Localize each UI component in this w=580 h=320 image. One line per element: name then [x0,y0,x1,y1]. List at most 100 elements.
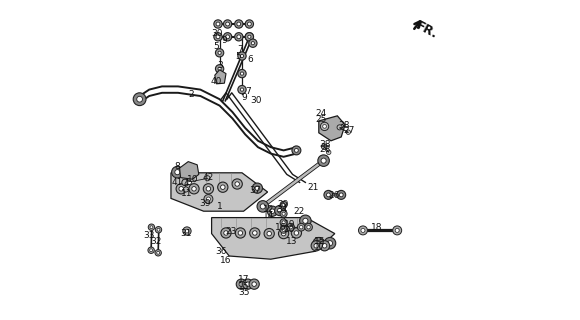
Circle shape [148,224,155,230]
Circle shape [236,279,246,289]
Text: 40: 40 [210,77,222,86]
Polygon shape [319,116,345,141]
Text: 15: 15 [238,282,249,291]
Circle shape [235,182,240,186]
Circle shape [249,279,259,289]
Circle shape [324,237,336,249]
Circle shape [206,187,211,191]
Circle shape [245,282,250,286]
Text: 5: 5 [213,42,219,51]
Circle shape [237,35,241,39]
Text: 18: 18 [371,223,383,232]
Circle shape [282,203,285,206]
Circle shape [324,190,333,199]
Text: 29: 29 [278,200,289,209]
Text: FR.: FR. [413,19,440,42]
Circle shape [278,228,289,239]
Circle shape [303,218,308,223]
Circle shape [216,22,220,26]
Circle shape [218,182,228,192]
Circle shape [223,20,232,28]
Text: 11: 11 [181,189,193,198]
Circle shape [192,187,196,191]
Circle shape [150,226,153,228]
Circle shape [235,33,243,41]
Circle shape [215,65,224,73]
Circle shape [395,228,399,232]
Circle shape [361,228,365,232]
Circle shape [321,144,327,149]
Circle shape [204,195,213,204]
Circle shape [346,130,350,134]
Circle shape [203,184,213,194]
Circle shape [322,244,327,248]
Polygon shape [171,173,267,211]
Circle shape [137,96,143,102]
Circle shape [275,205,285,216]
Text: 4: 4 [183,180,189,188]
Circle shape [182,179,188,186]
Circle shape [238,231,242,235]
Circle shape [157,252,160,254]
Circle shape [172,166,183,178]
Circle shape [337,190,346,199]
Text: 22: 22 [293,207,304,216]
Circle shape [221,228,231,238]
Circle shape [299,226,303,229]
Circle shape [183,227,191,235]
Circle shape [282,212,285,215]
Circle shape [277,208,282,213]
Circle shape [155,250,161,256]
Text: 26: 26 [328,191,340,200]
Circle shape [327,150,331,155]
Circle shape [393,226,402,235]
Circle shape [307,226,310,229]
Circle shape [321,158,326,163]
Text: 7: 7 [245,87,251,96]
Circle shape [240,54,244,58]
Circle shape [252,183,263,193]
Circle shape [260,204,266,209]
Circle shape [311,241,321,251]
Text: 3: 3 [218,61,223,70]
Text: 19: 19 [284,220,295,229]
Circle shape [226,35,230,39]
Polygon shape [215,70,226,84]
Circle shape [183,187,188,192]
Text: 17: 17 [238,276,249,284]
Circle shape [292,146,301,155]
Text: 37: 37 [249,186,261,195]
Text: 20: 20 [284,225,295,234]
Text: 32: 32 [151,237,162,246]
Circle shape [280,219,287,226]
Circle shape [239,282,244,286]
Circle shape [218,51,221,54]
Circle shape [232,179,242,189]
Polygon shape [180,162,199,179]
Circle shape [187,180,191,185]
Circle shape [155,227,162,233]
Circle shape [327,193,331,197]
Circle shape [238,69,246,78]
Circle shape [267,206,277,216]
Circle shape [328,241,332,246]
Text: 15: 15 [314,237,325,246]
Text: 39: 39 [200,199,211,208]
Text: 6: 6 [247,55,253,64]
Text: 13: 13 [286,237,298,246]
Circle shape [157,228,160,231]
Circle shape [216,35,220,39]
Circle shape [133,93,146,106]
Text: 31: 31 [180,229,192,238]
Circle shape [270,209,275,213]
Circle shape [248,35,251,38]
Circle shape [176,184,186,194]
Text: 21: 21 [307,183,319,192]
Circle shape [249,228,260,238]
Text: 16: 16 [220,256,232,265]
Circle shape [206,197,211,201]
Text: 24: 24 [316,109,327,118]
Circle shape [249,39,257,47]
Text: 30: 30 [211,29,223,38]
Circle shape [264,228,274,239]
